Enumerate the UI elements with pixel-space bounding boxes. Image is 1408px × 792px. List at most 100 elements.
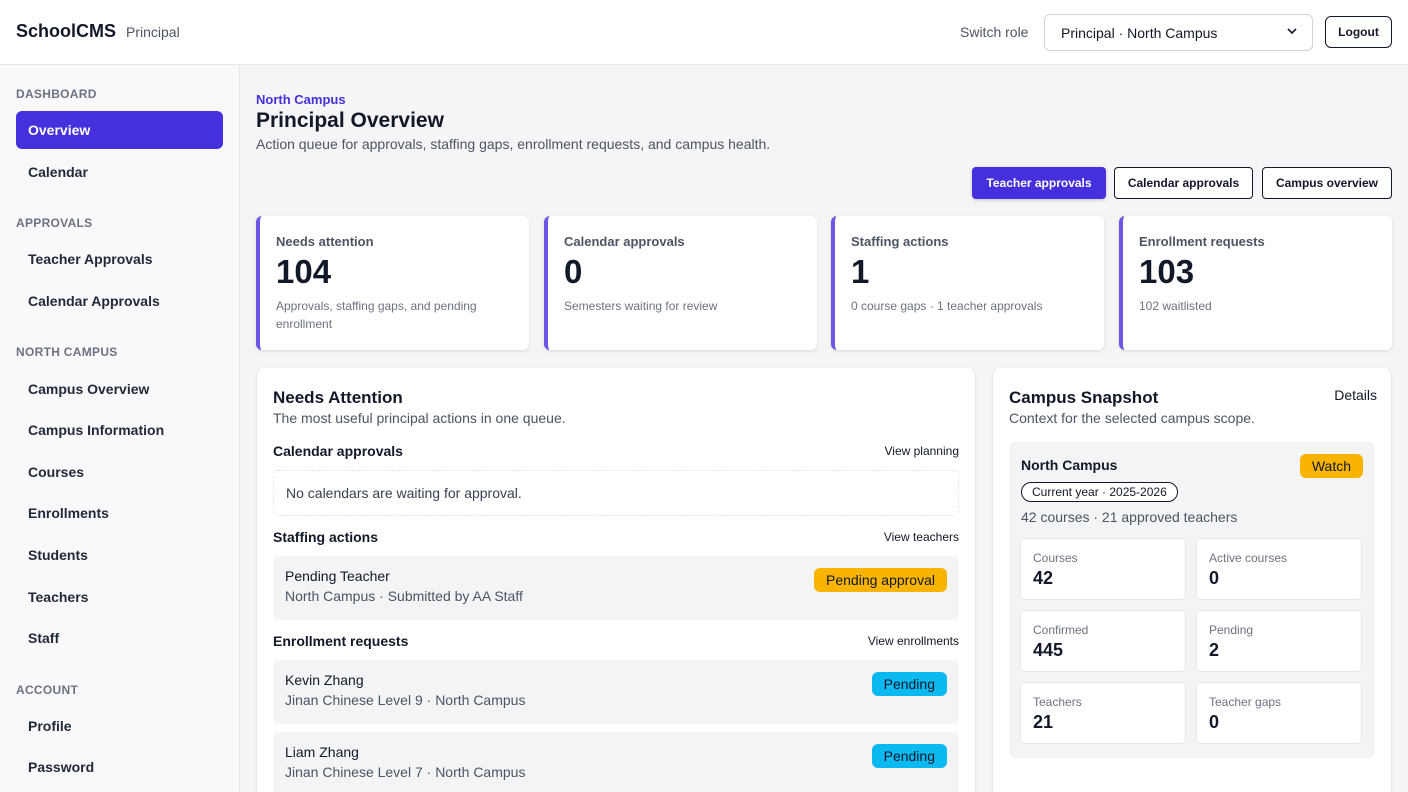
stat-value: 103 [1139,253,1195,290]
sidebar-item-profile[interactable]: Profile [28,718,72,734]
stat-card-enrollment-requests[interactable]: Enrollment requests 103 102 waitlisted [1119,216,1392,350]
role-select-value: Principal · North Campus [1061,24,1218,41]
campus-overview-button[interactable]: Campus overview [1262,167,1392,199]
sidebar-item-enrollments[interactable]: Enrollments [28,505,109,521]
metric-label: Teachers [1033,695,1082,709]
section-title: Enrollment requests [273,633,409,649]
sidebar-item-teacher-approvals[interactable]: Teacher Approvals [28,251,153,267]
sidebar-section-north-campus: NORTH CAMPUS [16,345,118,359]
metric-value: 42 [1033,568,1054,588]
campus-eyebrow: North Campus [256,92,346,107]
status-badge: Pending [871,744,947,768]
row-meta: Jinan Chinese Level 7 · North Campus [285,764,526,780]
sidebar-item-calendar[interactable]: Calendar [28,164,88,180]
stat-note: Semesters waiting for review [564,299,718,313]
row-meta: North Campus · Submitted by AA Staff [285,588,523,604]
stat-label: Calendar approvals [564,234,685,249]
campus-summary-panel: North Campus Watch Current year · 2025-2… [1009,442,1375,758]
stat-card-calendar-approvals[interactable]: Calendar approvals 0 Semesters waiting f… [544,216,817,350]
metric-label: Active courses [1209,551,1288,565]
sidebar-item-courses[interactable]: Courses [28,464,85,480]
stat-value: 1 [851,253,870,290]
metric-value: 445 [1033,640,1064,660]
list-item[interactable]: Pending Teacher North Campus · Submitted… [273,556,959,620]
needs-attention-title: Needs Attention [273,388,403,407]
campus-name: North Campus [1021,457,1118,473]
needs-attention-card: Needs Attention The most useful principa… [257,368,975,792]
row-name: Kevin Zhang [285,672,364,688]
sidebar-section-approvals: APPROVALS [16,216,93,230]
view-enrollments-link[interactable]: View enrollments [867,634,959,648]
stat-note: Approvals, staffing gaps, and pending en… [276,299,477,331]
metric-value: 2 [1209,640,1220,660]
sidebar-item-overview[interactable]: Overview [16,111,223,149]
sidebar-item-teachers[interactable]: Teachers [28,589,89,605]
row-name: Liam Zhang [285,744,359,760]
section-title: Staffing actions [273,529,379,545]
switch-role-label: Switch role [960,24,1029,40]
enrollment-section-header: Enrollment requests View enrollments [273,633,959,649]
stat-label: Staffing actions [851,234,949,249]
row-name: Pending Teacher [285,568,390,584]
current-role-label: Principal [126,24,180,40]
app-brand[interactable]: SchoolCMS [16,21,117,41]
metric-label: Teacher gaps [1209,695,1282,709]
metric-value: 0 [1209,712,1220,732]
stat-card-needs-attention[interactable]: Needs attention 104 Approvals, staffing … [256,216,529,350]
sidebar-item-staff[interactable]: Staff [28,630,60,646]
metric-value: 21 [1033,712,1054,732]
stat-card-staffing-actions[interactable]: Staffing actions 1 0 course gaps · 1 tea… [831,216,1104,350]
chevron-down-icon [1286,25,1298,40]
stat-note: 102 waitlisted [1139,299,1212,313]
stat-label: Needs attention [276,234,374,249]
logout-button[interactable]: Logout [1325,16,1392,48]
list-item[interactable]: Kevin Zhang Jinan Chinese Level 9 · Nort… [273,660,959,724]
status-badge: Pending approval [814,568,947,592]
sidebar-section-account: ACCOUNT [16,683,79,697]
sidebar-item-password[interactable]: Password [28,759,95,775]
metric-pending: Pending 2 [1196,610,1362,672]
stat-value: 104 [276,253,332,290]
calendar-approvals-section-header: Calendar approvals View planning [273,443,959,459]
role-select[interactable]: Principal · North Campus [1044,14,1313,51]
main-content: North Campus Principal Overview Action q… [240,65,1408,792]
status-badge: Pending [871,672,947,696]
campus-snapshot-title: Campus Snapshot [1009,388,1159,407]
stat-note: 0 course gaps · 1 teacher approvals [851,299,1043,313]
top-bar: SchoolCMS Principal Switch role Principa… [0,0,1408,65]
calendar-approvals-button[interactable]: Calendar approvals [1114,167,1253,199]
campus-snapshot-subtitle: Context for the selected campus scope. [1009,410,1255,426]
list-item[interactable]: Liam Zhang Jinan Chinese Level 7 · North… [273,732,959,792]
page-title: Principal Overview [256,109,444,132]
view-planning-link[interactable]: View planning [884,444,959,458]
metric-teacher-gaps: Teacher gaps 0 [1196,682,1362,744]
status-badge: Watch [1299,454,1363,478]
metric-label: Confirmed [1033,623,1089,637]
sidebar-item-campus-overview[interactable]: Campus Overview [28,381,150,397]
teacher-approvals-button[interactable]: Teacher approvals [972,167,1106,199]
page-subtitle: Action queue for approvals, staffing gap… [256,136,771,152]
sidebar-section-dashboard: DASHBOARD [16,87,97,101]
sidebar-item-calendar-approvals[interactable]: Calendar Approvals [28,293,160,309]
view-teachers-link[interactable]: View teachers [883,530,959,544]
row-meta: Jinan Chinese Level 9 · North Campus [285,692,526,708]
calendar-empty-state: No calendars are waiting for approval. [273,470,959,516]
sidebar-item-campus-information[interactable]: Campus Information [28,422,165,438]
section-title: Calendar approvals [273,443,403,459]
metric-label: Pending [1209,623,1254,637]
staffing-section-header: Staffing actions View teachers [273,529,959,545]
campus-meta: 42 courses · 21 approved teachers [1021,509,1238,525]
sidebar-item-students[interactable]: Students [28,547,88,563]
current-year-pill: Current year · 2025-2026 [1021,482,1178,502]
sidebar: DASHBOARD Overview Calendar APPROVALS Te… [0,65,240,792]
metric-label: Courses [1033,551,1078,565]
stat-value: 0 [564,253,583,290]
metric-courses: Courses 42 [1020,538,1186,600]
metric-teachers: Teachers 21 [1020,682,1186,744]
metric-confirmed: Confirmed 445 [1020,610,1186,672]
metric-value: 0 [1209,568,1220,588]
details-link[interactable]: Details [1334,387,1377,403]
campus-snapshot-card: Campus Snapshot Details Context for the … [993,368,1391,792]
stat-label: Enrollment requests [1139,234,1265,249]
metric-active-courses: Active courses 0 [1196,538,1362,600]
